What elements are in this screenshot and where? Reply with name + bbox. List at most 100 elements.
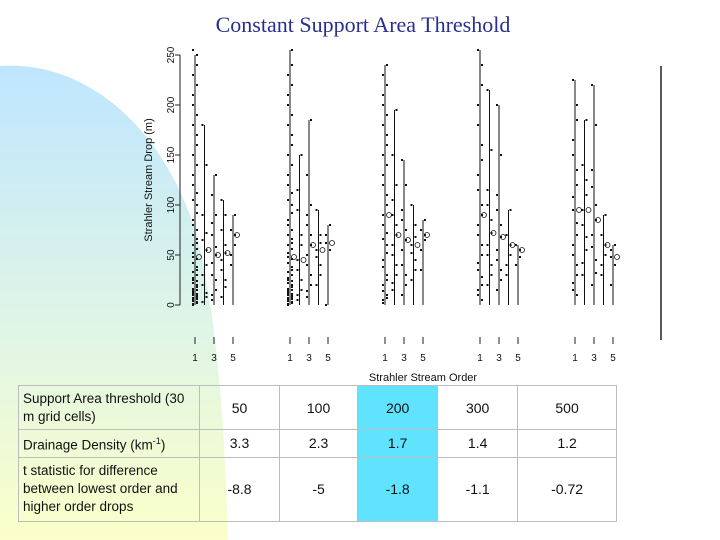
data-point [595, 259, 597, 261]
data-point [481, 84, 483, 86]
data-point [386, 244, 388, 246]
data-point [581, 262, 584, 264]
data-point [291, 242, 293, 244]
data-point [420, 229, 422, 231]
median-marker [329, 240, 335, 246]
data-point [424, 219, 426, 221]
data-point [291, 266, 293, 268]
data-point [296, 209, 299, 211]
data-point [287, 94, 289, 96]
data-point [196, 114, 198, 116]
data-point [386, 134, 388, 136]
data-point [196, 54, 198, 56]
table-cell: 2.3 [278, 429, 359, 458]
data-point [230, 264, 232, 266]
data-point [296, 189, 299, 191]
data-point [600, 264, 603, 266]
data-point [192, 290, 194, 292]
data-point [287, 74, 289, 76]
data-point [585, 249, 588, 251]
data-point [287, 234, 289, 236]
data-point [205, 164, 208, 166]
data-point [382, 238, 384, 240]
data-point [496, 104, 498, 106]
data-point [220, 199, 223, 201]
data-point [287, 256, 289, 258]
data-point [300, 244, 303, 246]
data-point [382, 290, 384, 292]
table-cell: 300 [437, 384, 519, 431]
data-point [595, 272, 597, 274]
data-point [306, 224, 308, 226]
data-point [572, 196, 574, 198]
data-point [505, 264, 508, 266]
data-point [192, 279, 194, 281]
data-point [386, 294, 388, 296]
data-point [382, 104, 384, 106]
median-marker [614, 254, 620, 260]
data-point [486, 189, 489, 191]
data-point [205, 249, 208, 251]
data-point [201, 214, 204, 216]
data-point [287, 297, 289, 299]
data-point [414, 236, 417, 238]
median-marker [386, 212, 392, 218]
x-tick-label: 1 [382, 353, 388, 364]
data-point [595, 219, 597, 221]
median-marker [319, 247, 326, 253]
data-point [395, 184, 398, 186]
median-marker [500, 234, 506, 240]
data-point [572, 244, 574, 246]
data-point [386, 232, 388, 234]
data-point [585, 119, 588, 121]
data-point [196, 144, 198, 146]
data-point [196, 229, 198, 231]
row-label-end: ) [160, 437, 166, 453]
data-point [215, 254, 217, 256]
data-point [192, 277, 194, 279]
data-point [576, 264, 578, 266]
data-point [291, 298, 293, 300]
data-point [325, 304, 327, 306]
data-point [382, 174, 384, 176]
data-point [515, 244, 517, 246]
data-point [576, 294, 578, 296]
data-point [572, 139, 574, 141]
data-point [192, 282, 194, 284]
data-point [296, 294, 299, 296]
median-marker [205, 247, 212, 253]
data-point [310, 244, 312, 246]
data-point [481, 254, 483, 256]
data-point [192, 124, 194, 126]
data-point [287, 219, 289, 221]
data-point [287, 184, 289, 186]
data-point [306, 296, 308, 298]
median-marker [481, 212, 487, 218]
data-point [386, 204, 388, 206]
data-point [481, 64, 483, 66]
data-point [386, 114, 388, 116]
data-point [614, 264, 616, 266]
data-point [319, 242, 322, 244]
data-point [481, 244, 483, 246]
data-point [196, 164, 198, 166]
data-point [291, 238, 293, 240]
data-point [287, 294, 289, 296]
data-point [591, 169, 593, 171]
data-point [306, 254, 308, 256]
y-tick-label: 50 [166, 249, 177, 261]
y-tick-label: 0 [166, 302, 177, 308]
data-point [310, 284, 312, 286]
data-point [287, 282, 289, 284]
median-marker [585, 207, 592, 213]
data-point [215, 214, 217, 216]
data-point [591, 246, 593, 248]
data-point [500, 154, 502, 156]
data-point [291, 164, 293, 166]
data-point [287, 288, 289, 290]
data-point [319, 234, 322, 236]
data-point [486, 254, 489, 256]
data-point [287, 104, 289, 106]
data-point [234, 214, 236, 216]
data-point [490, 219, 493, 221]
